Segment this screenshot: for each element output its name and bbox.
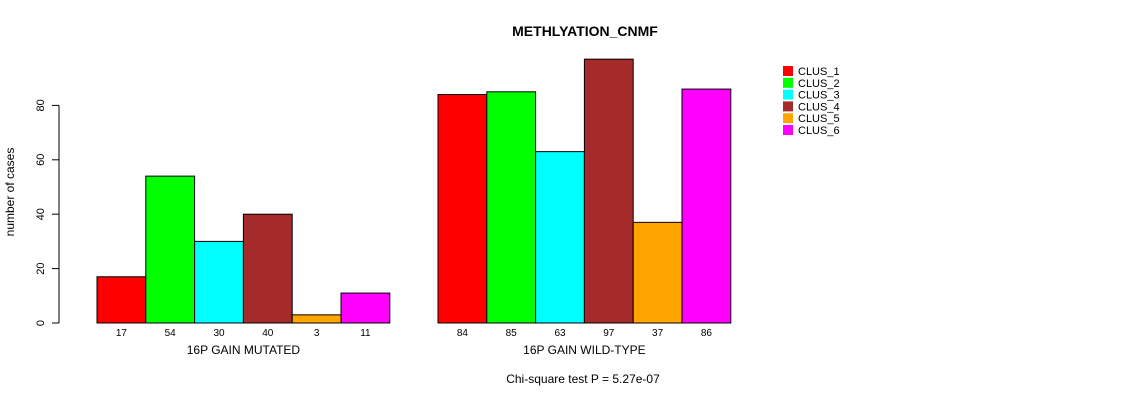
- bar-value-label: 86: [701, 328, 713, 339]
- legend-swatch: [783, 125, 793, 135]
- bar-value-label: 11: [360, 328, 371, 339]
- legend-label: CLUS_2: [798, 78, 840, 90]
- y-tick-label: 80: [35, 99, 47, 111]
- bar-clus_1: [437, 94, 488, 324]
- chart-title: METHLYATION_CNMF: [512, 23, 658, 39]
- y-axis-label: number of cases: [3, 148, 17, 237]
- bar-value-label: 3: [314, 328, 320, 339]
- bar-value-label: 84: [457, 328, 469, 339]
- bar-clus_6: [340, 292, 391, 324]
- legend-swatch: [783, 77, 793, 88]
- bar-value-label: 63: [554, 328, 566, 339]
- bar-clus_2: [486, 91, 537, 324]
- bar-value-label: 85: [506, 328, 518, 339]
- legend-swatch: [783, 89, 793, 100]
- bar-value-label: 37: [652, 328, 664, 339]
- legend-swatch: [783, 101, 793, 112]
- group-labels: 16P GAIN MUTATED 16P GAIN WILD-TYPE: [187, 343, 646, 357]
- bar-value-label: 54: [165, 328, 177, 339]
- bars: 17 54 30 40 3 11 84 85 63 97 37 86: [96, 58, 732, 339]
- legend-label: CLUS_3: [798, 90, 840, 102]
- legend-swatch: [783, 113, 793, 124]
- legend-label: CLUS_1: [798, 66, 840, 78]
- legend-label: CLUS_6: [798, 125, 840, 137]
- bar-clus_4: [583, 58, 634, 324]
- bar-value-label: 97: [603, 328, 615, 339]
- group-label: 16P GAIN WILD-TYPE: [523, 343, 645, 357]
- y-axis: 0 20 40 60 80: [35, 99, 60, 326]
- bar-clus_5: [291, 314, 342, 324]
- bar-clus_2: [145, 175, 196, 324]
- y-tick-label: 40: [35, 208, 47, 220]
- bar-clus_3: [535, 151, 585, 324]
- bar-clus_5: [632, 221, 683, 324]
- footnote: Chi-square test P = 5.27e-07: [506, 372, 660, 386]
- bar-clus_3: [194, 240, 244, 324]
- group-label: 16P GAIN MUTATED: [187, 343, 301, 357]
- y-tick-label: 20: [35, 262, 47, 274]
- bar-value-label: 17: [116, 328, 128, 339]
- legend-label: CLUS_5: [798, 113, 840, 125]
- legend-swatch: [783, 66, 793, 76]
- bar-value-label: 30: [213, 328, 225, 339]
- bar-clus_1: [96, 276, 147, 324]
- y-tick-label: 0: [35, 320, 47, 326]
- bar-clus_4: [242, 213, 293, 324]
- y-tick-label: 60: [35, 154, 47, 166]
- bar-clus_6: [681, 88, 732, 324]
- legend-label: CLUS_4: [798, 101, 840, 113]
- bar-value-label: 40: [262, 328, 274, 339]
